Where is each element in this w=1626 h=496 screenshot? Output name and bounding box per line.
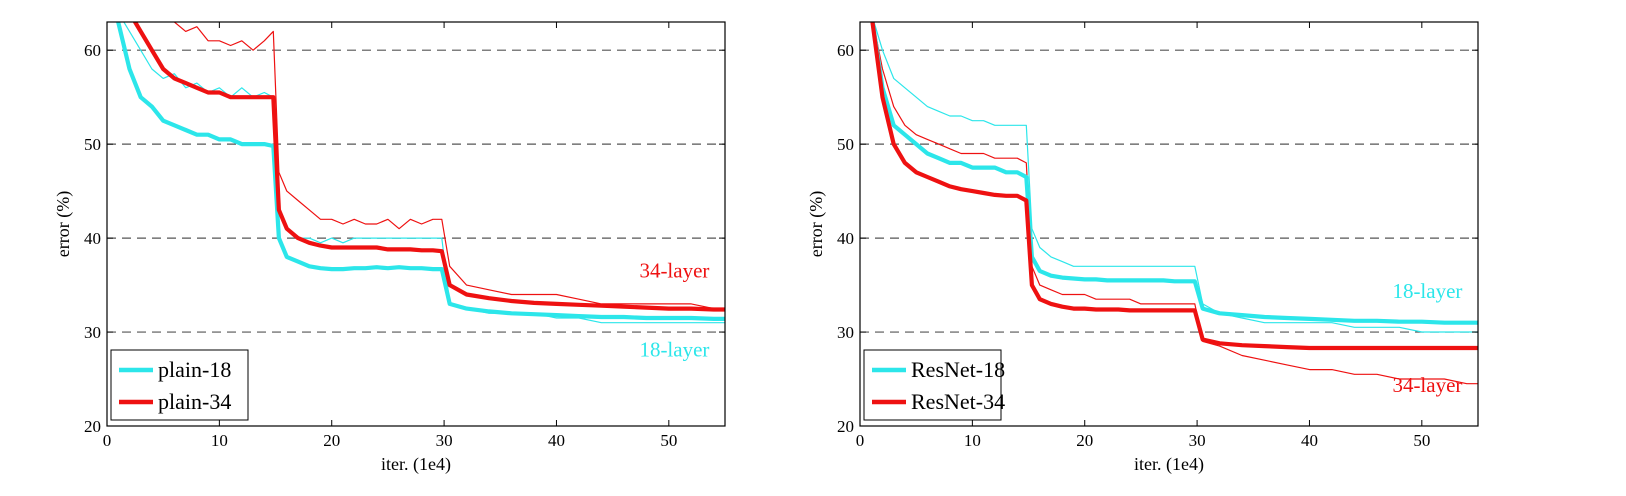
annotation-18-layer: 18-layer [1392, 279, 1462, 303]
legend-box [863, 349, 1002, 421]
grid-lines [107, 49, 725, 333]
series-group [870, 22, 1478, 385]
x-tick-label: 20 [323, 431, 340, 450]
plain-networks-chart: 0 10 20 30 40 50 20 30 40 50 60 iter. (1e4) error … [53, 21, 726, 475]
y-axis-label: error (%) [806, 191, 827, 257]
x-tick-label: 10 [211, 431, 228, 450]
tick-group: 0 10 20 30 40 50 20 30 40 50 60 [84, 22, 725, 450]
x-tick-label: 30 [1189, 431, 1206, 450]
grid-lines [860, 49, 1478, 333]
plot-frame [106, 21, 726, 427]
series-line-plain-34-thick [133, 22, 725, 312]
legend-label-plain-34: plain-34 [158, 389, 231, 414]
annotation-group: 18-layer 34-layer [1392, 279, 1462, 397]
annotation-34-layer: 34-layer [1392, 373, 1462, 397]
y-tick-label: 30 [837, 323, 854, 342]
plot-frame [859, 21, 1479, 427]
y-tick-label: 20 [84, 417, 101, 436]
legend-label-resnet-18: ResNet-18 [911, 357, 1005, 382]
y-tick-label: 30 [84, 323, 101, 342]
x-tick-label: 0 [103, 431, 112, 450]
series-line-resnet-18-thick [870, 22, 1478, 325]
series-line-plain-34-thin [173, 22, 725, 310]
x-tick-label: 50 [660, 431, 677, 450]
x-tick-label: 10 [964, 431, 981, 450]
legend: ResNet-18 ResNet-34 [863, 349, 1005, 421]
y-axis-label: error (%) [53, 191, 74, 257]
annotation-group: 34-layer 18-layer [639, 259, 709, 362]
resnet-chart: 0 10 20 30 40 50 20 30 40 50 60 iter. (1e4) error … [806, 21, 1479, 475]
x-tick-label: 40 [1301, 431, 1318, 450]
x-axis-label: iter. (1e4) [1134, 454, 1204, 475]
x-tick-label: 30 [436, 431, 453, 450]
y-tick-label: 40 [84, 229, 101, 248]
tick-group: 0 10 20 30 40 50 20 30 40 50 60 [837, 22, 1478, 450]
legend-box [110, 349, 249, 421]
series-group [116, 22, 725, 324]
x-tick-label: 0 [856, 431, 865, 450]
y-tick-label: 50 [837, 135, 854, 154]
series-line-plain-18-thick [116, 22, 725, 321]
y-tick-label: 50 [84, 135, 101, 154]
x-tick-label: 20 [1076, 431, 1093, 450]
legend: plain-18 plain-34 [110, 349, 249, 421]
y-tick-label: 60 [837, 41, 854, 60]
y-tick-label: 60 [84, 41, 101, 60]
x-tick-label: 40 [548, 431, 565, 450]
x-tick-label: 50 [1413, 431, 1430, 450]
y-tick-label: 40 [837, 229, 854, 248]
series-line-plain-18-thin [123, 22, 725, 324]
series-line-resnet-34-thin [872, 22, 1478, 385]
x-axis-label: iter. (1e4) [381, 454, 451, 475]
y-tick-label: 20 [837, 417, 854, 436]
series-line-resnet-18-thin [873, 22, 1478, 333]
legend-label-resnet-34: ResNet-34 [911, 389, 1005, 414]
annotation-18-layer: 18-layer [639, 337, 709, 361]
legend-label-plain-18: plain-18 [158, 357, 231, 382]
annotation-34-layer: 34-layer [639, 259, 709, 283]
series-line-resnet-34-thick [870, 22, 1478, 351]
